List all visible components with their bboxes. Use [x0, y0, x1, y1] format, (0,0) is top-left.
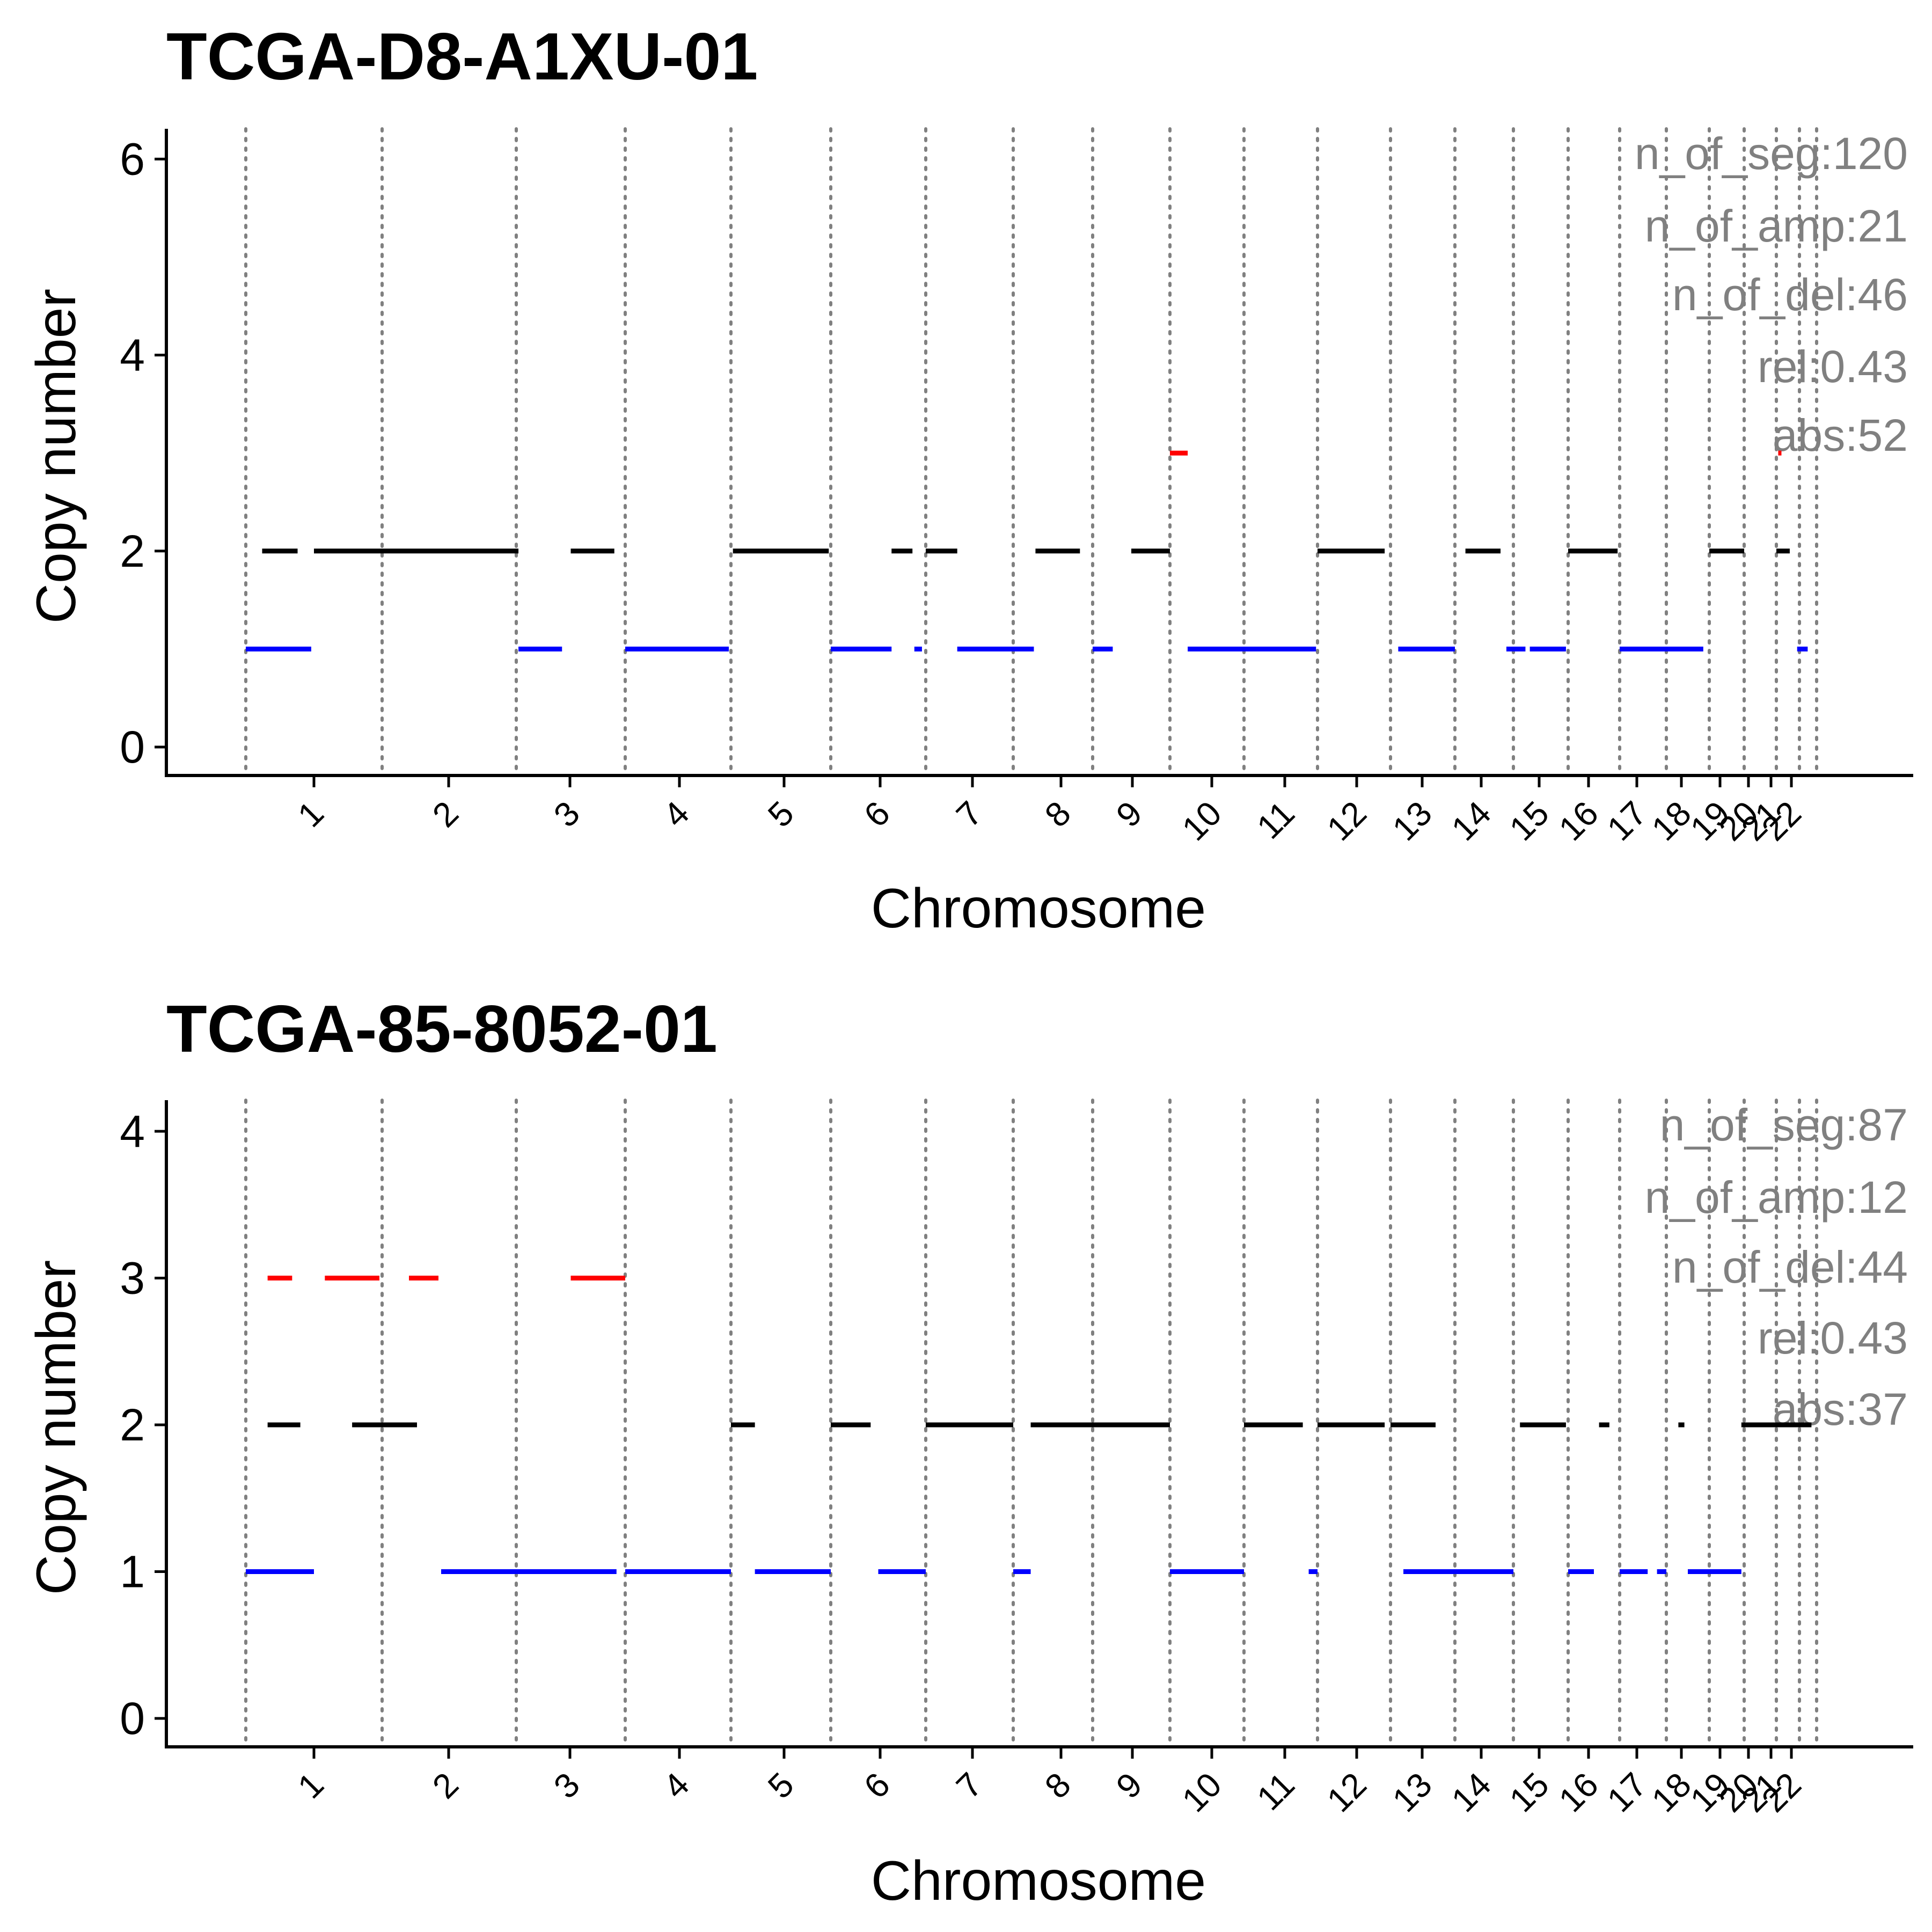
x-axis-title: Chromosome: [871, 877, 1206, 940]
y-axis-title: Copy number: [25, 289, 87, 624]
annotation-n-of-del: n_of_del:46: [1672, 269, 1908, 320]
y-tick-label: 4: [120, 330, 145, 380]
y-axis-title: Copy number: [25, 1260, 87, 1595]
y-tick-label: 6: [120, 134, 145, 184]
y-tick-label: 1: [120, 1547, 145, 1597]
annotation-rel: rel:0.43: [1758, 1313, 1908, 1363]
panel-sample-1: TCGA-D8-A1XU-01 Chromosome Copy number n…: [25, 20, 1913, 940]
y-tick-label: 0: [120, 1693, 145, 1744]
x-axis-title: Chromosome: [871, 1850, 1206, 1912]
y-tick-label: 3: [120, 1253, 145, 1304]
annotation-abs: abs:52: [1773, 410, 1908, 460]
chart-title: TCGA-85-8052-01: [166, 992, 718, 1066]
y-tick-label: 2: [120, 1400, 145, 1450]
y-tick-label: 4: [120, 1106, 145, 1157]
annotation-n-of-seg: n_of_seg:87: [1660, 1100, 1908, 1150]
y-tick-label: 0: [120, 722, 145, 772]
y-tick-label: 2: [120, 526, 145, 576]
annotation-n-of-seg: n_of_seg:120: [1635, 128, 1908, 179]
chart-title: TCGA-D8-A1XU-01: [166, 20, 758, 94]
annotation-n-of-del: n_of_del:44: [1672, 1242, 1908, 1292]
annotation-rel: rel:0.43: [1758, 341, 1908, 392]
